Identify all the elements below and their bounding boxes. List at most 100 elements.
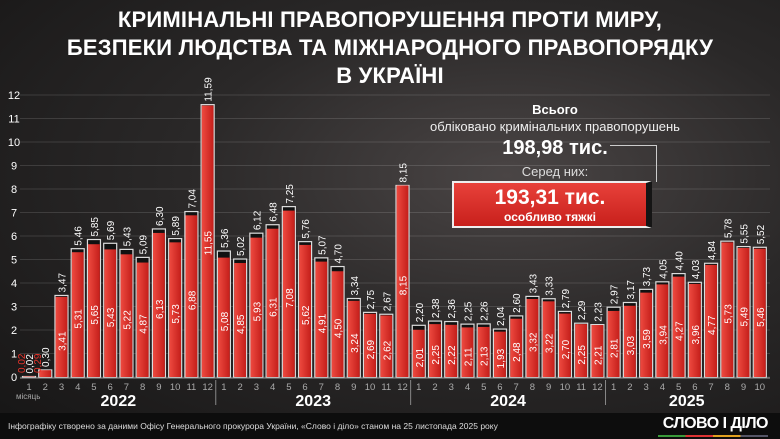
summary-total-value: 198,98 тис.	[502, 137, 608, 159]
grave-value-label: 2,25	[431, 345, 442, 365]
grave-value-label: 3,96	[691, 325, 702, 345]
year-label: 2023	[295, 393, 331, 410]
grave-value-label: 6,31	[269, 297, 280, 317]
bar-grave	[510, 318, 523, 377]
bar-grave	[282, 210, 295, 377]
month-label: 4	[465, 382, 470, 393]
bar-grave	[331, 271, 344, 377]
y-tick-label: 9	[11, 161, 17, 173]
total-value-label: 5,09	[139, 234, 150, 254]
bar-grave	[461, 327, 474, 377]
bar-grave	[688, 283, 701, 377]
bar-grave	[71, 252, 84, 377]
month-label: 6	[497, 382, 502, 393]
total-value-label: 2,67	[382, 291, 393, 311]
bar-grave	[591, 325, 604, 377]
month-label: 8	[725, 382, 730, 393]
grave-value-label: 2,69	[366, 339, 377, 359]
title-line-1: КРИМІНАЛЬНІ ПРАВОПОРУШЕННЯ ПРОТИ МИРУ,	[117, 7, 663, 32]
grave-value-label: 5,22	[122, 310, 133, 330]
bar-grave	[737, 247, 750, 377]
bar-grave	[39, 370, 52, 377]
month-label: 12	[202, 382, 213, 393]
bar-chart: 01234567891011120,020,0210,300,2923,473,…	[8, 104, 770, 410]
bar-grave	[607, 310, 620, 377]
bar-grave	[721, 242, 734, 377]
bar-grave	[380, 315, 393, 377]
total-value-label: 3,17	[626, 280, 637, 300]
bar-grave	[364, 313, 376, 377]
grave-value-label: 3,32	[528, 332, 539, 352]
total-value-label: 2,04	[496, 306, 507, 326]
grave-value-label: 5,93	[252, 301, 263, 321]
bar-grave	[55, 296, 68, 377]
grave-value-label: 7,08	[285, 288, 296, 308]
month-label: 5	[286, 382, 291, 393]
total-value-label: 3,33	[545, 276, 556, 296]
connector-line	[610, 145, 657, 182]
total-value-label: 3,43	[528, 273, 539, 293]
grave-value-label: 5,46	[756, 307, 767, 327]
bar-grave	[104, 249, 117, 377]
month-label: 6	[692, 382, 697, 393]
y-tick-label: 1	[11, 349, 17, 361]
month-label: 7	[514, 382, 519, 393]
grave-value-label: 5,73	[723, 304, 734, 324]
total-value-label: 5,52	[756, 224, 767, 244]
month-label: 4	[660, 382, 665, 393]
total-value-label: 4,05	[658, 259, 669, 279]
title-line-3: В УКРАЇНІ	[336, 63, 444, 88]
summary-label-registered: обліковано кримінальних правопорушень	[430, 119, 680, 134]
grave-value-label: 4,77	[707, 315, 718, 335]
bar-grave	[656, 284, 669, 377]
grave-value-label: 2,25	[577, 345, 588, 365]
bar-grave	[640, 292, 653, 377]
total-value-label: 6,30	[155, 206, 166, 226]
y-tick-label: 11	[8, 114, 19, 126]
grave-value-label: 2,13	[480, 346, 491, 366]
month-label: 7	[708, 382, 713, 393]
grave-total-label: особливо тяжкі	[504, 210, 596, 224]
page-title: КРИМІНАЛЬНІ ПРАВОПОРУШЕННЯ ПРОТИ МИРУ, Б…	[0, 6, 780, 90]
title-line-2: БЕЗПЕКИ ЛЮДСТВА ТА МІЖНАРОДНОГО ПРАВОПОР…	[66, 35, 714, 60]
y-tick-label: 7	[11, 208, 17, 220]
month-label: 5	[91, 382, 96, 393]
grave-value-label: 3,41	[57, 331, 68, 351]
total-value-label: 4,40	[675, 251, 686, 271]
month-label: 2	[432, 382, 437, 393]
month-label: 10	[170, 382, 181, 393]
bar-grave	[120, 254, 133, 377]
month-label: 9	[546, 382, 551, 393]
month-label: 10	[755, 382, 766, 393]
grave-value-label: 11,55	[204, 231, 215, 256]
total-value-label: 5,69	[106, 220, 117, 240]
total-value-label: 5,02	[236, 236, 247, 256]
total-value-label: 2,29	[577, 300, 588, 320]
grave-value-label: 4,27	[675, 321, 686, 341]
bar-grave	[412, 329, 425, 377]
total-value-label: 2,79	[561, 289, 572, 309]
total-value-label: 3,73	[642, 266, 653, 286]
grave-total-value: 193,31 тис.	[494, 186, 606, 209]
month-label: 8	[140, 382, 145, 393]
grave-value-label: 5,49	[740, 307, 751, 327]
month-label: 5	[481, 382, 486, 393]
grave-value-label: 2,01	[415, 347, 426, 367]
grave-total-box: 193,31 тис. особливо тяжкі	[452, 181, 652, 228]
grave-value-label: 6,88	[187, 290, 198, 310]
bar-grave	[315, 261, 328, 377]
grave-value-label: 4,87	[139, 314, 150, 334]
month-label: 10	[560, 382, 571, 393]
month-label: 2	[237, 382, 242, 393]
total-value-label: 2,38	[431, 298, 442, 318]
x-axis-label: місяць	[16, 392, 40, 401]
total-value-label: 7,04	[187, 189, 198, 209]
footer: Інфографіку створено за даними Офісу Ген…	[0, 413, 780, 439]
bar-grave	[153, 232, 165, 377]
month-label: 4	[270, 382, 275, 393]
total-value-label: 8,15	[399, 163, 410, 183]
grave-value-label: 4,85	[236, 314, 247, 334]
grave-value-label: 8,15	[399, 275, 410, 295]
total-value-label: 3,34	[350, 276, 361, 296]
total-value-label: 2,75	[366, 289, 377, 309]
